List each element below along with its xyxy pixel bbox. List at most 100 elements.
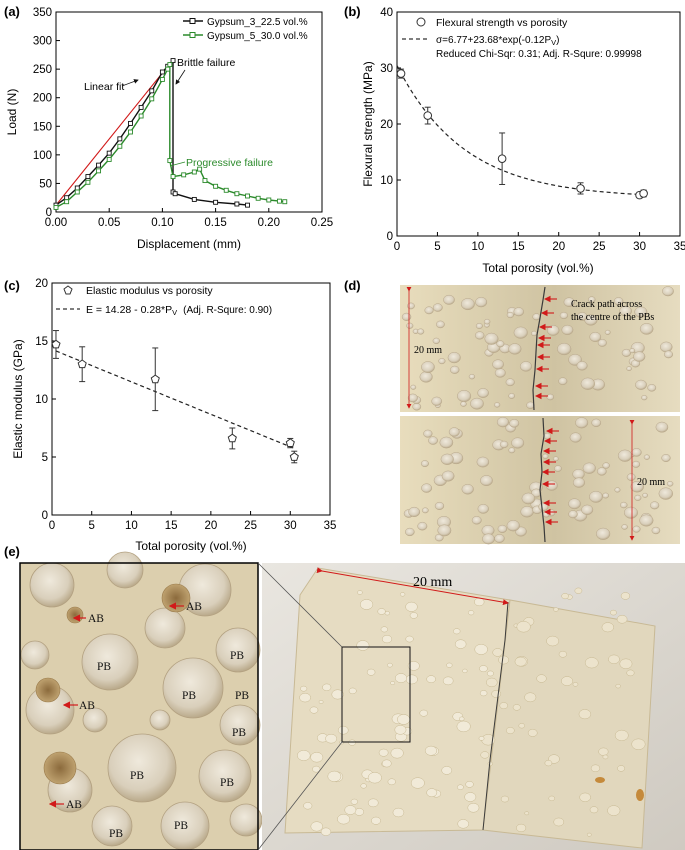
dimension-label-top: 20 mm xyxy=(414,345,442,356)
specimen-pore xyxy=(610,609,617,616)
panel-b-xlabel: Total porosity (vol.%) xyxy=(482,261,593,275)
zoom-label-pb: PB xyxy=(109,828,123,840)
pore xyxy=(581,504,594,515)
series-1-point xyxy=(64,195,70,201)
y-tick-label: 20 xyxy=(380,119,393,131)
specimen-pore xyxy=(327,770,342,782)
specimen-pore xyxy=(518,723,525,729)
pore xyxy=(633,351,646,362)
specimen-pore xyxy=(578,709,592,720)
pore xyxy=(406,322,414,329)
pore xyxy=(476,456,490,468)
pore xyxy=(447,352,461,364)
series-2-point xyxy=(167,158,173,164)
specimen-pore xyxy=(492,648,503,657)
linear-fit-line xyxy=(55,61,172,206)
pore xyxy=(408,506,421,517)
pore xyxy=(545,480,558,491)
pore xyxy=(407,393,418,403)
specimen-pore xyxy=(553,817,565,827)
pore xyxy=(431,396,443,406)
pore-bubble xyxy=(198,749,252,803)
x-tick-label: 0 xyxy=(394,241,400,253)
pore xyxy=(664,350,674,359)
crack-markers-bottom xyxy=(541,427,559,526)
specimen-pore xyxy=(378,748,389,757)
specimen-pore xyxy=(487,761,493,766)
legend-marker-series-2 xyxy=(189,32,196,38)
specimen-pore xyxy=(486,670,494,677)
pore xyxy=(546,393,555,401)
annotation-brittle-failure: Brittle failure xyxy=(177,57,236,69)
specimen-pore xyxy=(467,802,480,813)
specimen-pore xyxy=(426,675,436,684)
pore xyxy=(568,510,578,519)
pore xyxy=(421,507,429,514)
specimen-pore xyxy=(348,739,356,746)
series-2-point xyxy=(282,199,288,205)
y-tick-label: 100 xyxy=(33,150,52,162)
pore xyxy=(496,340,505,348)
specimen-pore xyxy=(394,725,407,735)
pore xyxy=(405,527,415,537)
panel-a-ylabel: Load (N) xyxy=(5,89,19,136)
series-2-point xyxy=(106,156,112,162)
specimen-pore xyxy=(405,635,414,643)
specimen-pore xyxy=(527,728,538,737)
panel-b-label: (b) xyxy=(344,4,361,19)
data-point xyxy=(150,374,160,384)
pore xyxy=(575,417,589,429)
legend-label-series-1: Gypsum_3_22.5 vol.% xyxy=(207,17,308,28)
data-point xyxy=(396,69,406,78)
specimen-pore xyxy=(360,783,367,789)
series-1-point xyxy=(191,196,197,202)
series-2-point xyxy=(165,66,171,72)
pore xyxy=(624,506,638,519)
pore xyxy=(642,492,648,498)
pore xyxy=(577,312,588,321)
pore xyxy=(468,373,476,380)
pore xyxy=(499,440,509,449)
specimen-left-block xyxy=(284,567,511,834)
specimen-pore xyxy=(590,764,601,773)
pore xyxy=(477,388,489,398)
specimen-pore xyxy=(380,626,388,633)
pore xyxy=(432,303,443,312)
specimen-pore xyxy=(516,620,531,633)
x-tick-label: 10 xyxy=(125,520,138,532)
series-1-point xyxy=(159,69,165,75)
pore xyxy=(542,453,549,459)
zoom-label-pb: PB xyxy=(230,650,244,662)
specimen-pore xyxy=(348,687,357,695)
pore xyxy=(448,427,460,437)
specimen-pore xyxy=(457,819,469,829)
specimen-pore xyxy=(620,592,631,600)
data-point xyxy=(497,154,507,164)
pore xyxy=(553,456,559,462)
pore xyxy=(441,470,455,482)
pore xyxy=(407,302,415,310)
pore xyxy=(401,312,412,321)
panel-d-bottom-photo: 20 mm xyxy=(400,416,680,545)
y-tick-label: 150 xyxy=(33,121,52,133)
zoom-guide-line-top xyxy=(257,562,343,648)
y-tick-label: 0 xyxy=(42,510,48,522)
panel-d-crack-photos: (d) 20 mm Crack path across the centre o… xyxy=(344,278,680,545)
specimen-pore xyxy=(479,665,488,673)
pore xyxy=(621,524,628,530)
specimen-pore xyxy=(546,635,560,647)
series-2-point xyxy=(245,193,250,199)
series-2-point xyxy=(276,198,282,204)
panel-b-fit-curve xyxy=(396,65,648,196)
panel-b-ticks: 0 5 10 15 20 25 30 35 0 10 20 30 40 xyxy=(380,7,685,253)
pore xyxy=(639,514,654,527)
legend-label-elastic: Elastic modulus vs porosity xyxy=(86,285,213,297)
pore-bubble xyxy=(144,607,186,649)
specimen-pore xyxy=(309,706,319,714)
x-tick-label: 35 xyxy=(674,241,685,253)
specimen-pore xyxy=(397,714,411,725)
pore xyxy=(438,358,446,365)
specimen-pore xyxy=(442,676,454,686)
pore xyxy=(596,527,611,540)
